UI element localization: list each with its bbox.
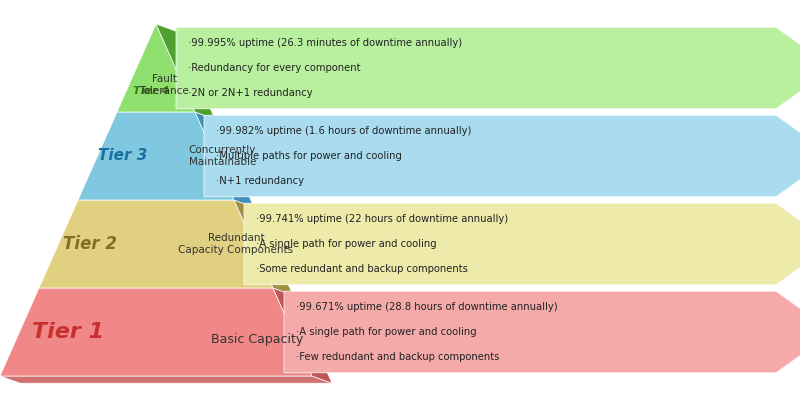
Text: ·A single path for power and cooling: ·A single path for power and cooling: [296, 327, 477, 337]
Polygon shape: [273, 288, 332, 383]
Text: Tier 4: Tier 4: [133, 86, 169, 96]
Text: ·99.741% uptime (22 hours of downtime annually): ·99.741% uptime (22 hours of downtime an…: [256, 214, 508, 224]
Text: ·Few redundant and backup components: ·Few redundant and backup components: [296, 352, 499, 362]
Text: ·Redundancy for every component: ·Redundancy for every component: [188, 63, 361, 73]
Text: Tier 3: Tier 3: [98, 148, 147, 164]
Text: ·A single path for power and cooling: ·A single path for power and cooling: [256, 239, 437, 249]
Polygon shape: [39, 200, 273, 288]
Text: ·Multiple paths for power and cooling: ·Multiple paths for power and cooling: [216, 151, 402, 161]
Text: ·99.995% uptime (26.3 minutes of downtime annually): ·99.995% uptime (26.3 minutes of downtim…: [188, 38, 462, 48]
Text: Fault
Tolerance: Fault Tolerance: [139, 74, 189, 96]
Text: ·Some redundant and backup components: ·Some redundant and backup components: [256, 264, 468, 274]
Polygon shape: [284, 291, 800, 373]
Polygon shape: [244, 203, 800, 285]
Polygon shape: [0, 288, 312, 376]
Text: ·99.671% uptime (28.8 hours of downtime annually): ·99.671% uptime (28.8 hours of downtime …: [296, 302, 558, 312]
Text: Basic Capacity: Basic Capacity: [211, 334, 303, 346]
Polygon shape: [78, 112, 234, 200]
Polygon shape: [195, 112, 254, 207]
Polygon shape: [234, 200, 293, 295]
Text: Concurrently
Maintainable: Concurrently Maintainable: [189, 145, 256, 167]
Polygon shape: [156, 24, 215, 119]
Text: ·2N or 2N+1 redundancy: ·2N or 2N+1 redundancy: [188, 88, 313, 98]
Polygon shape: [204, 115, 800, 197]
Polygon shape: [176, 27, 800, 109]
Text: Redundant
Capacity Components: Redundant Capacity Components: [178, 233, 294, 255]
Text: Tier 2: Tier 2: [63, 235, 117, 253]
Text: ·99.982% uptime (1.6 hours of downtime annually): ·99.982% uptime (1.6 hours of downtime a…: [216, 126, 471, 136]
Text: ·N+1 redundancy: ·N+1 redundancy: [216, 176, 304, 186]
Polygon shape: [0, 376, 332, 383]
Polygon shape: [117, 24, 195, 112]
Text: Tier 1: Tier 1: [32, 322, 104, 342]
